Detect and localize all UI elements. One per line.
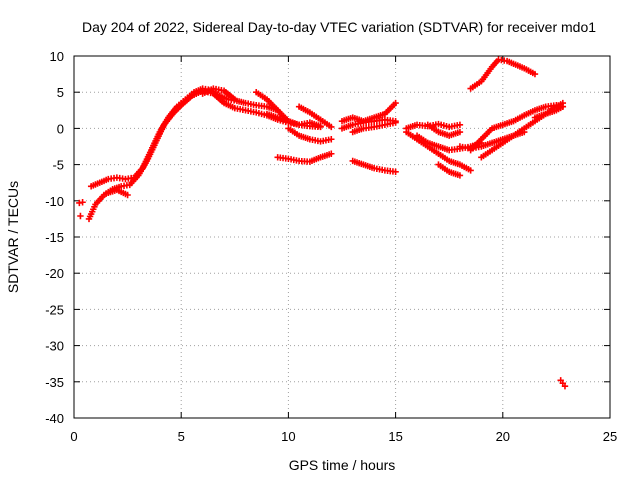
- data-point: [77, 212, 84, 220]
- chart-title: Day 204 of 2022, Sidereal Day-to-day VTE…: [82, 19, 596, 35]
- series-s1: [76, 199, 86, 207]
- y-tick-label: -25: [45, 302, 64, 317]
- x-axis-label: GPS time / hours: [289, 457, 396, 473]
- series-s9: [285, 125, 335, 145]
- data-point: [231, 96, 238, 103]
- data-point: [392, 99, 399, 107]
- x-tick-label: 5: [178, 429, 185, 444]
- y-tick-label: -20: [45, 266, 64, 281]
- data-point: [328, 123, 335, 131]
- series-s15: [349, 157, 399, 176]
- series-s12: [338, 116, 399, 132]
- y-tick-label: -40: [45, 411, 64, 426]
- data-point: [392, 168, 399, 176]
- series-s24: [531, 99, 567, 121]
- data-point: [559, 99, 567, 107]
- data-point: [79, 199, 86, 206]
- series-s25: [467, 56, 539, 92]
- series-s20: [435, 161, 464, 179]
- data-point: [456, 128, 464, 136]
- y-axis-label: SDTVAR / TECUs: [5, 181, 21, 293]
- y-tick-label: -10: [45, 194, 64, 209]
- x-tick-label: 0: [70, 429, 77, 444]
- y-tick-label: -30: [45, 339, 64, 354]
- x-tick-label: 20: [496, 429, 510, 444]
- series-s13: [338, 99, 399, 125]
- data-series: [76, 56, 569, 390]
- data-point: [561, 382, 569, 390]
- y-tick-label: -5: [52, 158, 64, 173]
- series-s19: [424, 121, 464, 139]
- series-s11: [274, 150, 335, 165]
- grid: [74, 56, 610, 418]
- x-tick-label: 25: [603, 429, 617, 444]
- data-point: [328, 150, 335, 157]
- series-s14: [349, 119, 399, 136]
- plot-frame: [73, 55, 611, 419]
- y-tick-label: 0: [57, 121, 64, 136]
- data-point: [456, 172, 464, 179]
- data-point: [392, 119, 399, 126]
- x-tick-label: 15: [388, 429, 402, 444]
- y-tick-label: 10: [50, 49, 64, 64]
- series-s5: [102, 186, 131, 199]
- data-point: [328, 136, 335, 143]
- series-s10: [295, 103, 335, 131]
- series-s8: [263, 110, 324, 130]
- data-point: [531, 70, 539, 78]
- series-s2: [77, 212, 84, 220]
- x-tick-label: 10: [281, 429, 295, 444]
- y-tick-label: -35: [45, 375, 64, 390]
- axis-ticks: 0 5 10 15 20 25 10 5 0 -5 -10 -15 -20 -25 -30 -35 -40: [45, 49, 617, 444]
- series-s3: [85, 87, 324, 223]
- data-point: [124, 191, 131, 199]
- series-s6: [199, 85, 238, 103]
- data-point: [467, 167, 474, 174]
- y-tick-label: -15: [45, 230, 64, 245]
- data-point: [317, 123, 324, 130]
- y-tick-label: 5: [57, 85, 64, 100]
- data-point: [456, 121, 464, 128]
- series-s26: [557, 377, 569, 390]
- series-s4: [87, 85, 281, 190]
- series-s23: [478, 103, 567, 161]
- series-s16: [403, 120, 464, 132]
